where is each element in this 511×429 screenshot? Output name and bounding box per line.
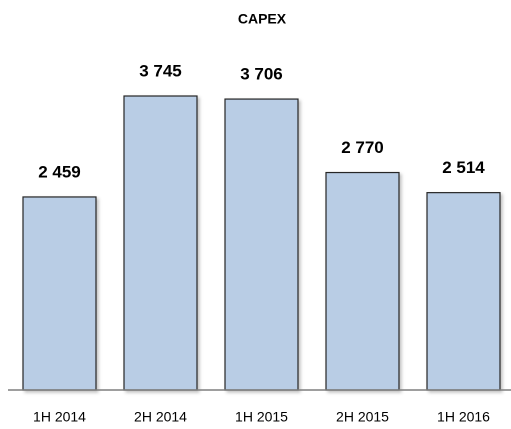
value-label: 2 514	[442, 158, 485, 177]
x-tick-label: 1H 2015	[235, 409, 288, 425]
value-label: 2 770	[341, 138, 384, 157]
bar	[123, 95, 198, 391]
chart-title: CAPEX	[238, 11, 287, 27]
x-tick-label: 1H 2016	[437, 409, 490, 425]
bar	[325, 171, 400, 391]
value-label: 3 745	[139, 61, 182, 80]
x-tick-label: 1H 2014	[33, 409, 86, 425]
x-tick-label: 2H 2015	[336, 409, 389, 425]
bar	[22, 196, 97, 391]
value-label: 3 706	[240, 65, 283, 84]
bar	[224, 98, 299, 391]
bar	[426, 192, 501, 391]
value-label: 2 459	[38, 162, 81, 181]
x-tick-label: 2H 2014	[134, 409, 187, 425]
